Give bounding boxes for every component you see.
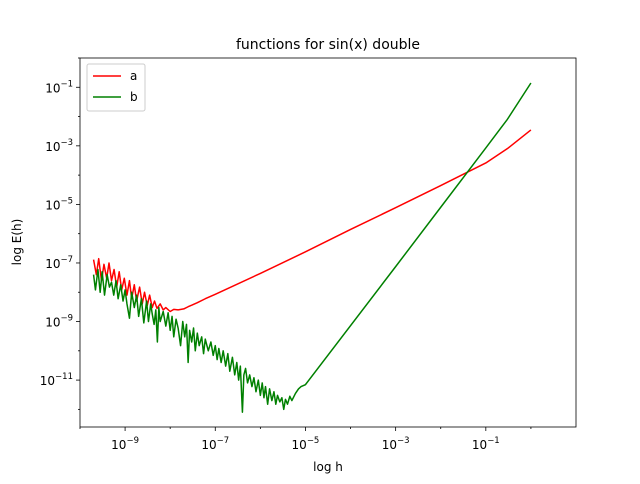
y-tick-label: 10−5 — [45, 196, 73, 212]
x-tick-label-exponent: −7 — [217, 436, 230, 446]
y-tick-label-exponent: −1 — [60, 79, 73, 89]
x-tick-label-base: 10 — [292, 438, 307, 452]
y-tick-label-exponent: −3 — [60, 138, 73, 148]
y-tick-label: 10−1 — [45, 79, 73, 95]
x-axis-label: log h — [313, 460, 343, 474]
y-tick-label-base: 10 — [45, 81, 60, 95]
y-tick-label-exponent: −11 — [55, 372, 73, 382]
x-tick-label-exponent: −1 — [487, 436, 500, 446]
x-tick-label-base: 10 — [111, 438, 126, 452]
legend-label-a: a — [130, 69, 137, 83]
x-tick-label-base: 10 — [382, 438, 397, 452]
y-tick-label: 10−7 — [45, 255, 73, 271]
x-tick-label-exponent: −3 — [397, 436, 410, 446]
y-tick-label-exponent: −7 — [60, 255, 73, 265]
x-tick-label-exponent: −5 — [307, 436, 320, 446]
y-tick-label-base: 10 — [45, 257, 60, 271]
x-tick-label: 10−1 — [472, 436, 500, 452]
series-lines — [92, 82, 532, 413]
y-tick-label: 10−11 — [40, 372, 73, 388]
y-tick-label-exponent: −5 — [60, 196, 73, 206]
y-tick-label-exponent: −9 — [60, 314, 73, 324]
x-tick-label: 10−9 — [111, 436, 139, 452]
x-tick-label-exponent: −9 — [126, 436, 139, 446]
y-tick-label: 10−3 — [45, 138, 73, 154]
x-tick-label-base: 10 — [472, 438, 487, 452]
y-tick-label-base: 10 — [45, 198, 60, 212]
y-axis-label: log E(h) — [10, 219, 24, 266]
y-tick-label: 10−9 — [45, 314, 73, 330]
series-line-b — [92, 82, 532, 413]
x-tick-label: 10−3 — [382, 436, 410, 452]
legend: a b — [86, 63, 146, 112]
plot-frame — [79, 57, 577, 428]
y-tick-label-base: 10 — [40, 374, 55, 388]
y-tick-label-base: 10 — [45, 140, 60, 154]
chart-title: functions for sin(x) double — [236, 37, 420, 53]
x-tick-label: 10−7 — [201, 436, 229, 452]
y-tick-label-base: 10 — [45, 316, 60, 330]
x-axis: 10−9 10−7 10−5 10−3 10−1 — [79, 427, 532, 452]
series-line-a — [92, 129, 532, 313]
x-tick-label-base: 10 — [201, 438, 216, 452]
plot-area — [79, 57, 577, 428]
legend-label-b: b — [130, 90, 138, 104]
x-tick-label: 10−5 — [292, 436, 320, 452]
